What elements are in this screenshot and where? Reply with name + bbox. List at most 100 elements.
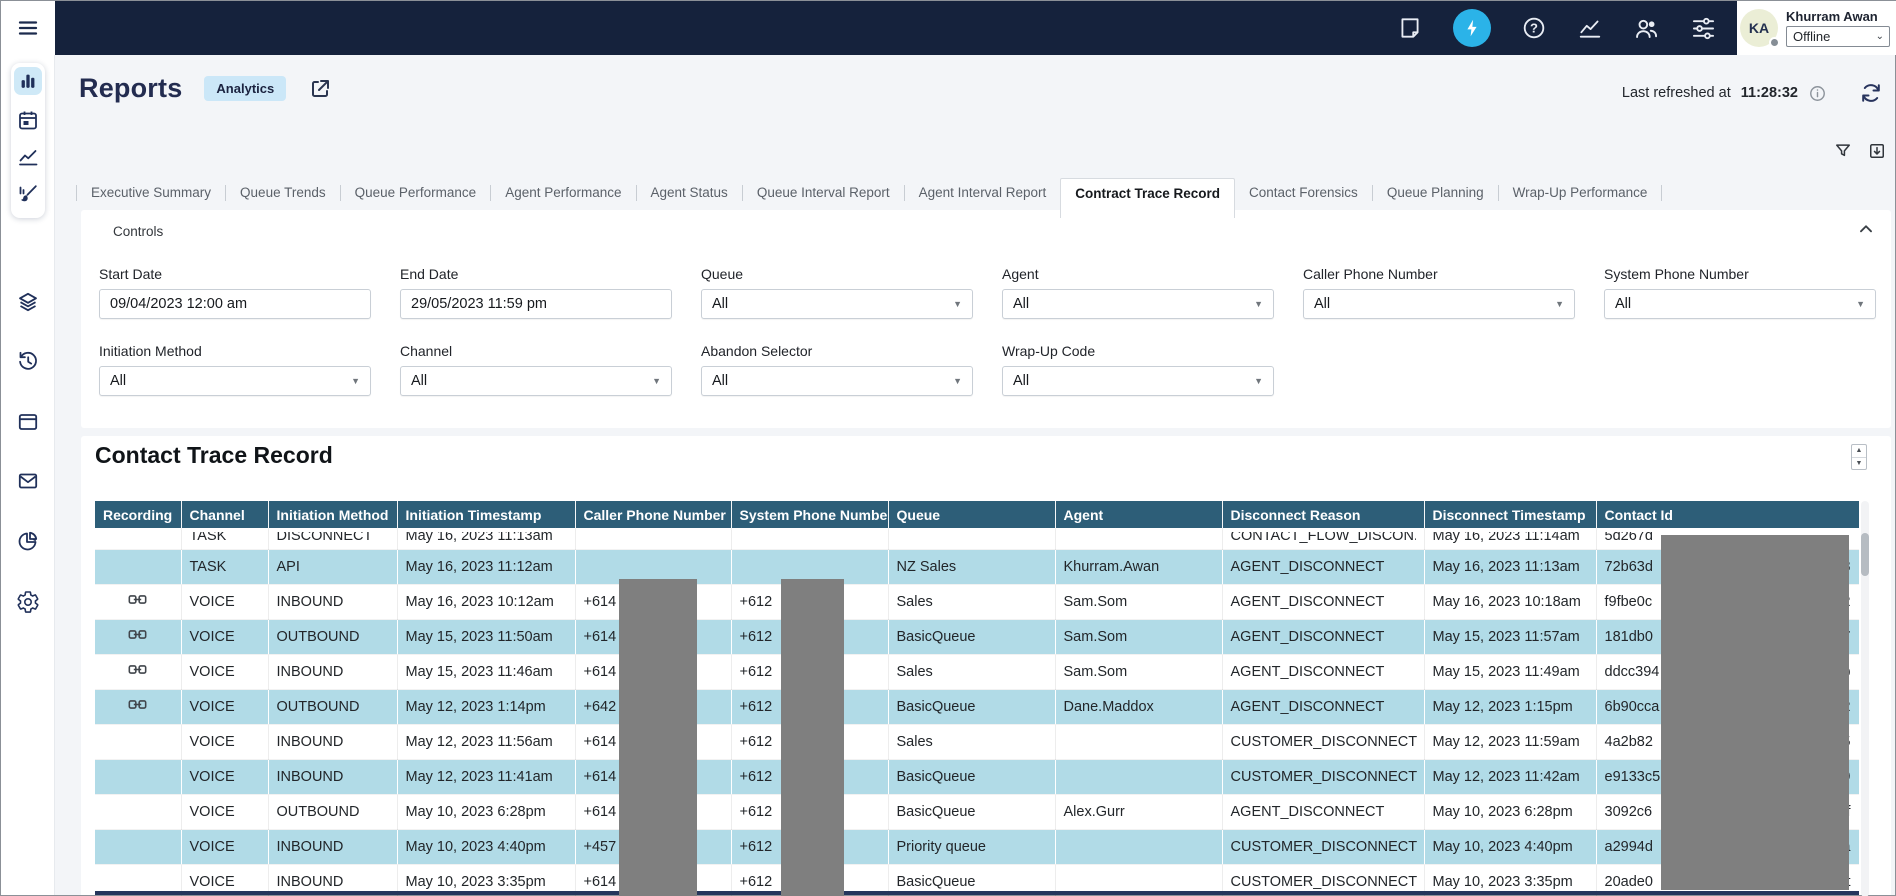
table-row[interactable]: VOICEOUTBOUNDMay 15, 2023 11:50am+614+61… (95, 619, 1859, 654)
cell-initiation-timestamp: May 16, 2023 11:13am (397, 528, 575, 549)
cell-recording (95, 689, 181, 724)
info-icon[interactable] (1808, 84, 1827, 103)
tab-executive-summary[interactable]: Executive Summary (77, 178, 225, 208)
filter-icon[interactable] (1833, 141, 1853, 161)
external-link-icon[interactable] (308, 77, 332, 101)
sidebar-item-settings[interactable] (16, 590, 40, 614)
tab-queue-interval-report[interactable]: Queue Interval Report (743, 178, 904, 208)
dropdown-caret-icon: ▼ (1555, 299, 1564, 309)
cell-agent: Dane.Maddox (1055, 689, 1222, 724)
table-row[interactable]: VOICEOUTBOUNDMay 12, 2023 1:14pm+642+612… (95, 689, 1859, 724)
wrap-up-code-select[interactable]: All▼ (1002, 366, 1274, 396)
spinner-down-button[interactable]: ▼ (1852, 458, 1866, 470)
col-header-contact-id: Contact Id (1596, 501, 1859, 528)
status-select[interactable]: Offline ⌄ (1786, 26, 1890, 47)
redaction-block-caller-phone (619, 579, 697, 896)
cell-channel: VOICE (181, 829, 268, 864)
sidebar-item-analytics[interactable] (16, 529, 40, 553)
channel-select[interactable]: All▼ (400, 366, 672, 396)
cell-queue: Sales (888, 584, 1055, 619)
dropdown-caret-icon: ▼ (1856, 299, 1865, 309)
cell-queue: Sales (888, 724, 1055, 759)
collapse-chevron-up-icon[interactable] (1855, 218, 1877, 240)
system-phone-number-select[interactable]: All▼ (1604, 289, 1876, 319)
cell-agent: Sam.Som (1055, 619, 1222, 654)
tab-contract-trace-record[interactable]: Contract Trace Record (1060, 178, 1235, 218)
table-row[interactable]: TASKDISCONNECTMay 16, 2023 11:13amCONTAC… (95, 528, 1859, 549)
table-scrollbar-thumb[interactable] (1861, 533, 1869, 576)
col-header-caller-phone-number: Caller Phone Number (575, 501, 731, 528)
table-row[interactable]: VOICEINBOUNDMay 15, 2023 11:46am+614+612… (95, 654, 1859, 689)
tab-agent-interval-report[interactable]: Agent Interval Report (905, 178, 1061, 208)
hamburger-menu-button[interactable] (1, 1, 55, 55)
sidebar-item-designer[interactable] (16, 182, 40, 206)
settings-sliders-icon[interactable] (1690, 15, 1717, 42)
tab-agent-performance[interactable]: Agent Performance (491, 178, 635, 208)
agents-icon[interactable] (1633, 15, 1660, 42)
field-value: All (1314, 296, 1330, 312)
cell-disconnect-timestamp: May 12, 2023 11:59am (1424, 724, 1596, 759)
sidebar-item-layers[interactable] (16, 290, 40, 314)
dropdown-caret-icon: ▼ (1254, 376, 1263, 386)
sidebar-item-trends[interactable] (16, 145, 40, 169)
table-row[interactable]: VOICEINBOUNDMay 10, 2023 4:40pm+457+612P… (95, 829, 1859, 864)
field-abandon-selector: Abandon SelectorAll▼ (701, 343, 973, 396)
sidebar-item-history[interactable] (16, 349, 40, 373)
contact-id-prefix: a2994d (1605, 839, 1653, 855)
table-row[interactable]: VOICEINBOUNDMay 12, 2023 11:56am+614+612… (95, 724, 1859, 759)
gear-icon (16, 590, 40, 614)
cell-disconnect-reason: CUSTOMER_DISCONNECT (1222, 724, 1424, 759)
queue-select[interactable]: All▼ (701, 289, 973, 319)
cell-recording (95, 584, 181, 619)
cell-initiation-timestamp: May 16, 2023 10:12am (397, 584, 575, 619)
mail-icon (16, 469, 40, 493)
metrics-icon[interactable] (1577, 15, 1603, 41)
tab-contact-forensics[interactable]: Contact Forensics (1235, 178, 1372, 208)
dropdown-caret-icon: ▼ (652, 376, 661, 386)
tab-queue-planning[interactable]: Queue Planning (1373, 178, 1498, 208)
tab-agent-status[interactable]: Agent Status (637, 178, 742, 208)
help-icon[interactable]: ? (1521, 15, 1547, 41)
recording-link-icon[interactable] (128, 593, 147, 606)
sidebar-item-schedule[interactable] (16, 108, 40, 132)
refresh-icon[interactable] (1859, 81, 1883, 105)
field-value: All (712, 296, 728, 312)
controls-title: Controls (113, 224, 163, 239)
contact-id-prefix: 20ade0 (1605, 874, 1653, 890)
recording-link-icon[interactable] (128, 663, 147, 676)
sidebar-item-mail[interactable] (16, 469, 40, 493)
avatar[interactable]: KA (1740, 9, 1778, 47)
recording-link-icon[interactable] (128, 698, 147, 711)
cell-disconnect-timestamp: May 16, 2023 11:13am (1424, 549, 1596, 584)
cell-agent: Khurram.Awan (1055, 549, 1222, 584)
abandon-selector-select[interactable]: All▼ (701, 366, 973, 396)
flash-button[interactable] (1453, 9, 1491, 47)
layers-icon (16, 290, 40, 314)
end-date-input[interactable]: 29/05/2023 11:59 pm (400, 289, 672, 319)
table-scrollbar[interactable] (1861, 501, 1869, 896)
table-row[interactable]: VOICEINBOUNDMay 12, 2023 11:41am+614+612… (95, 759, 1859, 794)
last-refreshed-time: 11:28:32 (1741, 85, 1798, 101)
cell-queue: BasicQueue (888, 794, 1055, 829)
table-row[interactable]: TASKAPIMay 16, 2023 11:12amNZ SalesKhurr… (95, 549, 1859, 584)
tab-wrap-up-performance[interactable]: Wrap-Up Performance (1499, 178, 1662, 208)
table-row[interactable]: VOICEOUTBOUNDMay 10, 2023 6:28pm+614+612… (95, 794, 1859, 829)
spinner-up-button[interactable]: ▲ (1852, 445, 1866, 458)
download-icon[interactable] (1867, 141, 1887, 161)
tab-queue-performance[interactable]: Queue Performance (341, 178, 491, 208)
caller-phone-number-select[interactable]: All ▼ (1303, 289, 1575, 319)
table-row[interactable]: VOICEINBOUNDMay 16, 2023 10:12am+614+612… (95, 584, 1859, 619)
cell-agent (1055, 829, 1222, 864)
start-date-input[interactable]: 09/04/2023 12:00 am (99, 289, 371, 319)
recording-link-icon[interactable] (128, 628, 147, 641)
sidebar-item-pages[interactable] (16, 410, 40, 434)
cell-channel: TASK (181, 549, 268, 584)
initiation-method-select[interactable]: All▼ (99, 366, 371, 396)
agent-select[interactable]: All▼ (1002, 289, 1274, 319)
field-value: All (1013, 296, 1029, 312)
flash-icon (1461, 17, 1483, 39)
sidebar-item-reports[interactable] (14, 67, 42, 95)
notes-icon[interactable] (1397, 15, 1423, 41)
tab-queue-trends[interactable]: Queue Trends (226, 178, 340, 208)
cell-agent (1055, 759, 1222, 794)
